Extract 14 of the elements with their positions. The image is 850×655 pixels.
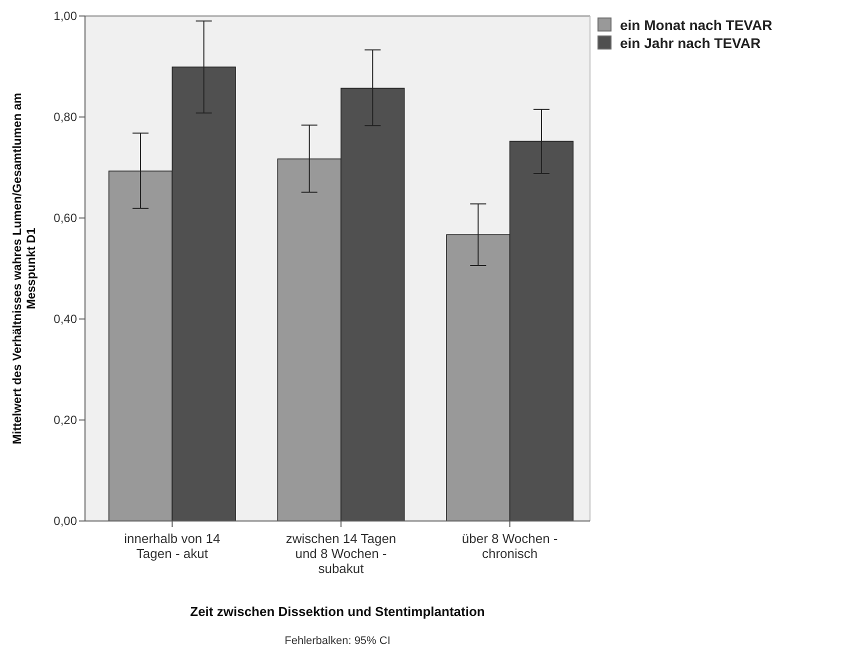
x-axis-title: Zeit zwischen Dissektion und Stentimplantation bbox=[190, 604, 485, 619]
y-tick-label: 0,40 bbox=[54, 312, 78, 326]
y-axis-title: Mittelwert des Verhältnisses wahres Lumen/Gesamtlumen am Messpunkt D1 bbox=[10, 92, 38, 444]
x-tick-label: innerhalb von 14 Tagen - akut bbox=[124, 531, 220, 561]
y-tick-label: 0,80 bbox=[54, 110, 78, 124]
y-tick-label: 1,00 bbox=[54, 9, 78, 24]
x-tick-label: über 8 Wochen - chronisch bbox=[462, 531, 558, 561]
y-tick-label: 0,20 bbox=[54, 413, 78, 428]
y-tick-label: 0,00 bbox=[54, 514, 78, 528]
y-tick-label: 0,60 bbox=[54, 211, 78, 226]
text: Fehlerbalken: 95% CI bbox=[284, 635, 390, 647]
legend-label: ein Monat nach TEVAR bbox=[620, 16, 772, 33]
x-tick-label: zwischen 14 Tagen und 8 Wochen - subakut bbox=[286, 531, 396, 576]
legend-label: ein Jahr nach TEVAR bbox=[620, 34, 761, 51]
